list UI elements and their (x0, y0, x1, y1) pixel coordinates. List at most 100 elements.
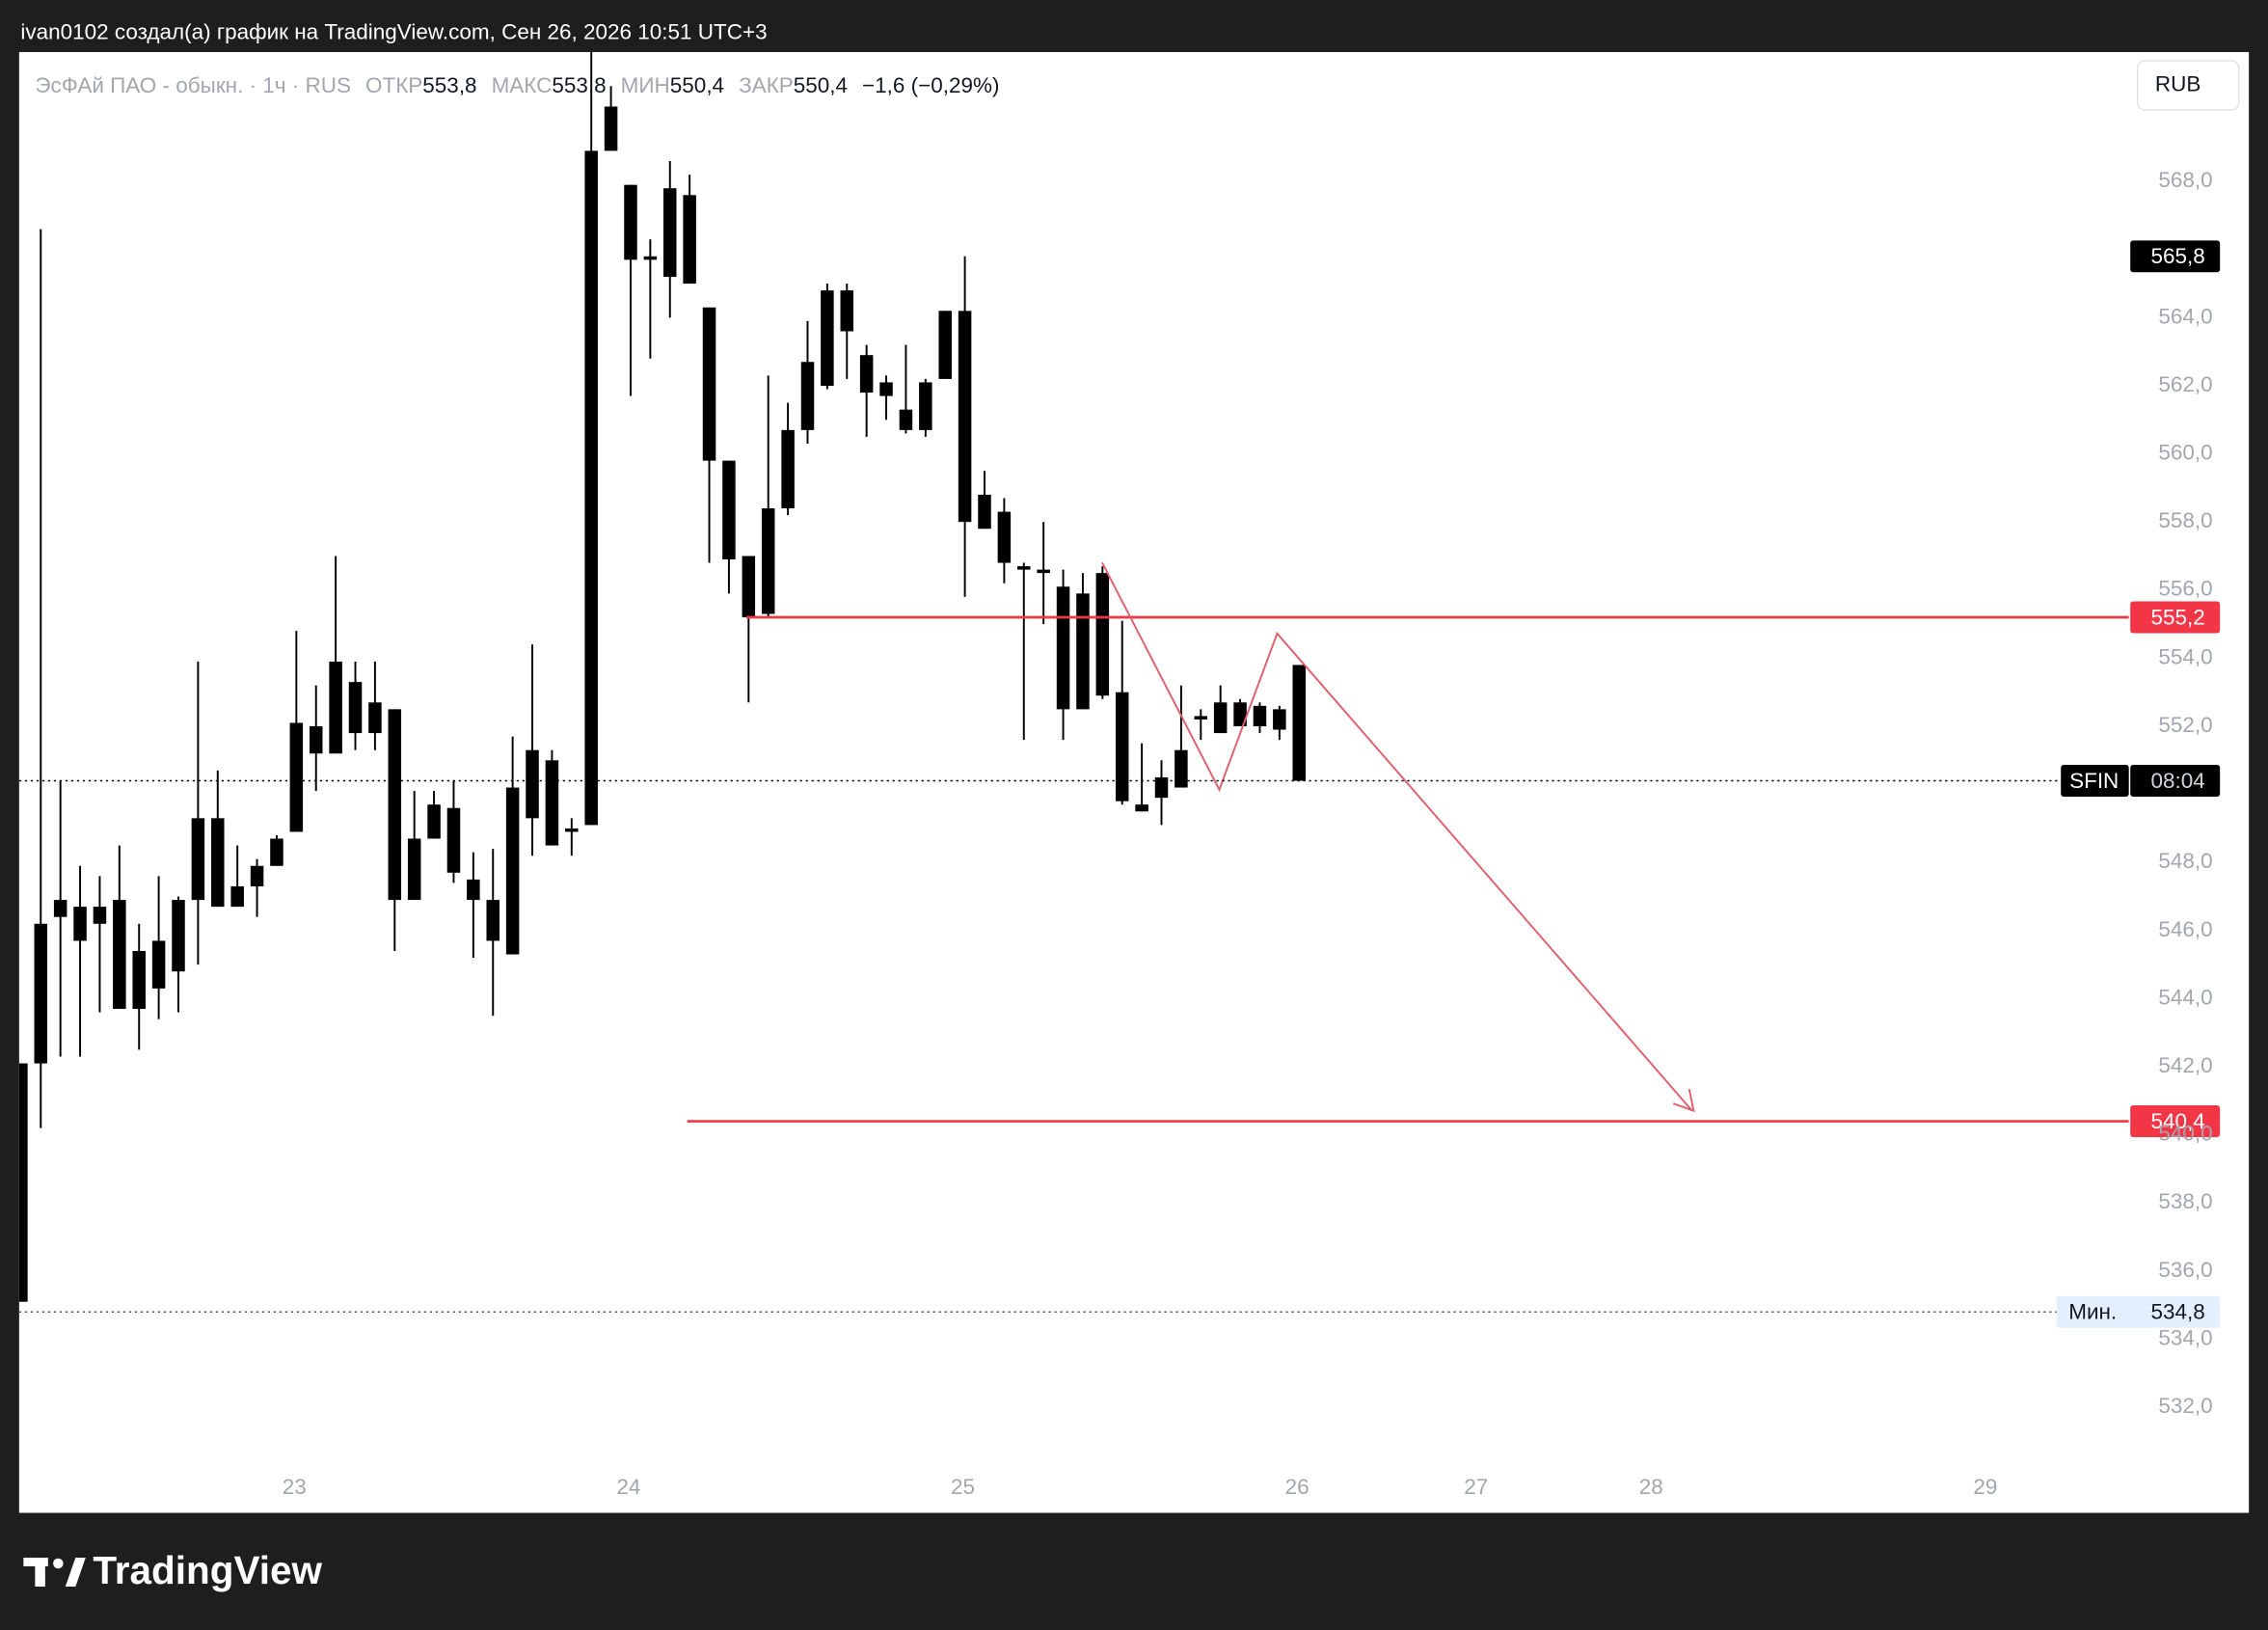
legend: ЭсФАй ПАО - обыкн. · 1ч · RUS ОТКР553,8 МА… (35, 73, 999, 97)
min-badge-label: Мин. (2068, 1300, 2117, 1324)
candle-body (545, 760, 559, 846)
y-tick-label: 534,0 (2158, 1325, 2212, 1349)
price-badge-label: 540,4 (2151, 1109, 2205, 1133)
logo-part (65, 1558, 86, 1588)
header: ivan0102 создал(а) график на TradingView… (20, 19, 767, 43)
candle-body (997, 511, 1012, 563)
candle-body (1154, 776, 1169, 799)
y-tick-label: 546,0 (2158, 917, 2212, 941)
candle-body (1273, 709, 1286, 730)
candle-body (151, 940, 166, 989)
countdown-label: 08:04 (2151, 769, 2205, 793)
zigzag-drawing (1101, 561, 1693, 1112)
x-tick-label: 28 (1639, 1475, 1663, 1499)
candle-body (1233, 702, 1247, 727)
candle-body (859, 355, 874, 394)
y-tick-label: 558,0 (2158, 508, 2212, 532)
candle-body (93, 907, 107, 924)
legend-part: 550,4 (794, 73, 848, 97)
y-tick-label: 544,0 (2158, 985, 2212, 1009)
candle-body (761, 508, 775, 614)
x-tick-label: 26 (1285, 1475, 1310, 1499)
price-badge (2130, 240, 2221, 273)
currency-label: RUB (2155, 71, 2200, 95)
price-badge-label: 565,8 (2151, 244, 2205, 268)
y-tick-label: 556,0 (2158, 577, 2212, 601)
candle-body (467, 879, 480, 901)
candle-body (407, 838, 421, 901)
candle-body (683, 195, 696, 285)
candle-body (191, 818, 205, 901)
candle-body (742, 556, 756, 618)
y-tick-label: 564,0 (2158, 304, 2212, 328)
y-tick-label: 538,0 (2158, 1189, 2212, 1213)
chart-panel (18, 51, 2250, 1513)
candle-body (53, 900, 68, 917)
arrow-head (1673, 1088, 1695, 1113)
candle-body (821, 290, 834, 386)
candle-body (1292, 665, 1306, 781)
y-tick-label: 552,0 (2158, 713, 2212, 737)
footer-logo (23, 1558, 86, 1588)
candle-body (486, 900, 500, 941)
logo-part (35, 1558, 45, 1588)
candle-body (73, 907, 87, 941)
candle-body (132, 951, 146, 1010)
candle-body (702, 307, 716, 461)
symbol-badge-label: SFIN (2069, 769, 2119, 793)
candle-body (270, 838, 284, 866)
candle-body (1115, 692, 1129, 801)
candle-body (505, 787, 520, 955)
candle-body (1213, 702, 1228, 734)
candle-body (329, 661, 342, 754)
legend-part: 553,8 (422, 73, 476, 97)
legend-part: ОТКР (365, 73, 422, 97)
candle-body (446, 807, 461, 873)
candle-body (1253, 705, 1267, 727)
x-tick-label: 24 (616, 1475, 640, 1499)
candle-body (113, 900, 126, 1010)
overlay: 565,8 555,2 540,4 SFIN 08:04 Мин. 534,8 RUB ЭсФА… (35, 60, 2240, 1328)
candle-body (1095, 573, 1110, 696)
candle-body (800, 362, 815, 430)
candle-body (781, 429, 795, 509)
logo-part (53, 1558, 64, 1569)
candle-body (18, 1063, 28, 1302)
candle-body (172, 900, 185, 972)
x-tick-label: 25 (951, 1475, 975, 1499)
candle-body (565, 828, 579, 832)
candle-body (309, 726, 323, 754)
symbol-badge (2061, 764, 2129, 797)
legend-part: −1,6 (−0,29%) (862, 73, 999, 97)
candle-body (250, 865, 264, 886)
min-badge (2056, 1295, 2221, 1328)
price-badge (2130, 1105, 2221, 1138)
legend-part: МИН (621, 73, 670, 97)
candle-body (899, 409, 913, 430)
candle-body (1076, 593, 1090, 710)
x-tick-label: 27 (1464, 1475, 1488, 1499)
y-tick-label: 562,0 (2158, 372, 2212, 396)
price-badge (2130, 601, 2221, 634)
candle-body (427, 804, 441, 839)
legend-part: ЭсФАй ПАО - обыкн. · 1ч · RUS (35, 73, 351, 97)
countdown-badge (2130, 764, 2221, 797)
y-tick-label: 548,0 (2158, 849, 2212, 873)
candle-body (624, 184, 637, 260)
candle-body (388, 709, 402, 901)
candle-body (663, 188, 677, 277)
legend-part: 553,8 (552, 73, 606, 97)
y-tick-label: 536,0 (2158, 1258, 2212, 1282)
candle-body (289, 722, 304, 832)
candle-body (1194, 716, 1208, 720)
y-tick-label: 540,0 (2158, 1122, 2212, 1146)
candle-body (1017, 566, 1031, 570)
y-tick-label: 532,0 (2158, 1394, 2212, 1418)
y-tick-label: 542,0 (2158, 1053, 2212, 1077)
candle-body (1037, 569, 1050, 574)
candle-body (643, 256, 658, 260)
candle-body (938, 311, 952, 379)
legend-part: МАКС (492, 73, 553, 97)
